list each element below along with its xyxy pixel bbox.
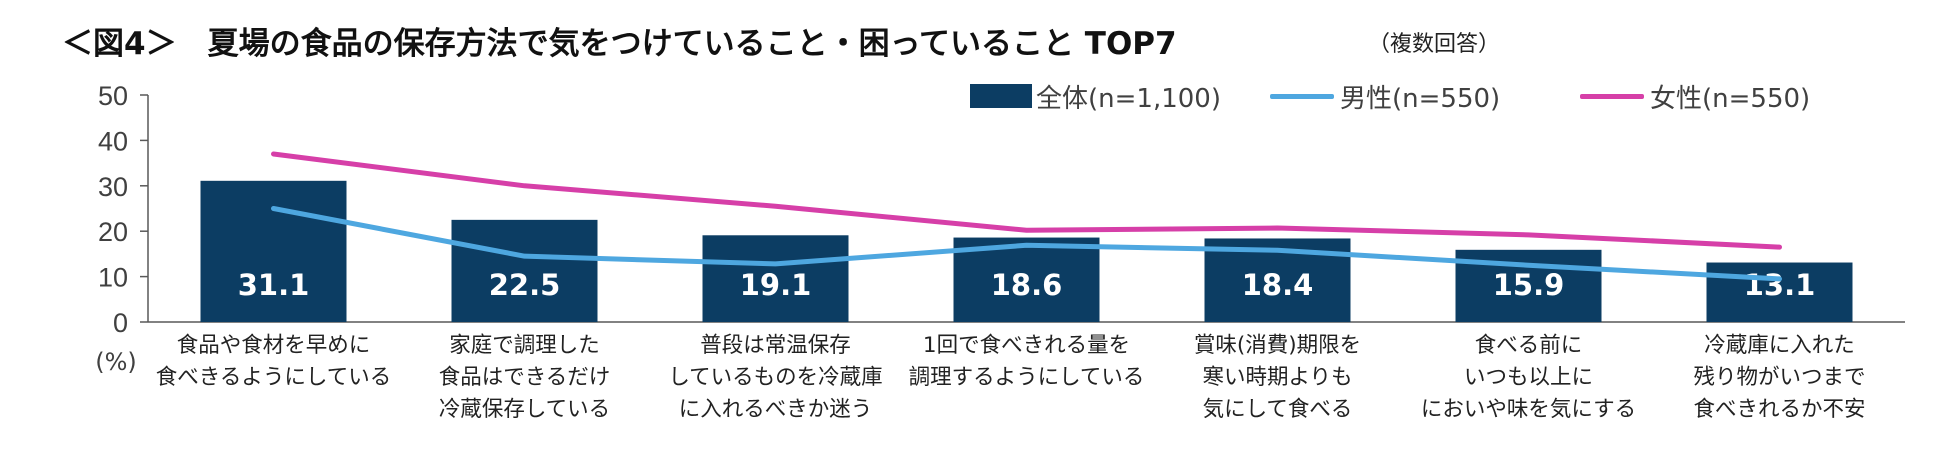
bar-data-label: 13.1: [1744, 268, 1816, 302]
legend-label-male: 男性(n=550): [1340, 83, 1501, 114]
x-category-label: 普段は常温保存しているものを冷蔵庫に入れるべきか迷う: [668, 333, 882, 422]
bar-total: [1706, 262, 1853, 322]
x-category-label-line: 食べきれるか不安: [1693, 397, 1865, 422]
x-category-label-line: いつも以上に: [1464, 365, 1593, 390]
y-tick-label: 50: [98, 81, 128, 111]
legend-swatch-total: [970, 84, 1032, 108]
y-tick-label: 10: [98, 263, 128, 293]
bar-total: [451, 219, 598, 322]
y-tick-label: 20: [98, 217, 128, 247]
x-category-label-line: 賞味(消費)期限を: [1194, 333, 1361, 358]
bar-data-label: 19.1: [740, 268, 812, 302]
x-category-label-line: 残り物がいつまで: [1693, 365, 1865, 390]
x-category-label-line: 1回で食べきれる量を: [923, 333, 1130, 358]
y-axis-unit-label: (%): [95, 348, 137, 376]
x-category-label-line: 家庭で調理した: [449, 333, 600, 358]
legend-item-male: 男性(n=550): [1270, 80, 1501, 114]
bar-total: [702, 235, 849, 322]
bar-total: [200, 180, 347, 322]
y-tick-label: 40: [98, 126, 128, 156]
bar-data-label: 18.6: [991, 268, 1063, 302]
bar-total: [953, 237, 1100, 322]
x-category-label: 1回で食べきれる量を調理するようにしている: [909, 333, 1145, 390]
x-category-label-line: 食品や食材を早めに: [177, 333, 371, 358]
legend-label-female: 女性(n=550): [1650, 83, 1811, 114]
chart-subtitle: （複数回答）: [1368, 32, 1501, 57]
y-tick-label: 30: [98, 172, 128, 202]
legend-swatch-female: [1580, 93, 1644, 99]
x-category-label-line: 調理するようにしている: [909, 365, 1145, 390]
x-category-label-line: しているものを冷蔵庫: [668, 365, 882, 390]
x-category-label-line: 食品はできるだけ: [439, 365, 611, 390]
legend-label-total: 全体(n=1,100): [1036, 83, 1221, 114]
x-category-label-line: 冷蔵庫に入れた: [1704, 333, 1855, 358]
y-tick-label: 0: [113, 308, 128, 338]
x-category-label-line: 寒い時期よりも: [1202, 365, 1352, 390]
x-category-label-line: 冷蔵保存している: [439, 397, 610, 422]
x-category-label-line: においや味を気にする: [1421, 397, 1636, 422]
x-category-label: 賞味(消費)期限を寒い時期よりも気にして食べる: [1194, 333, 1361, 422]
bar-data-label: 31.1: [238, 268, 310, 302]
x-category-label-line: に入れるべきか迷う: [679, 397, 873, 422]
x-category-label-line: 気にして食べる: [1203, 397, 1353, 422]
bar-data-label: 15.9: [1493, 268, 1565, 302]
chart-title: ＜図4＞ 夏場の食品の保存方法で気をつけていること・困っていること TOP7: [62, 26, 1177, 62]
x-category-label-line: 食べる前に: [1475, 333, 1583, 358]
legend-item-female: 女性(n=550): [1580, 80, 1811, 114]
x-category-label-line: 食べきるようにしている: [156, 365, 391, 390]
legend-swatch-male: [1270, 93, 1334, 99]
x-category-label: 食品や食材を早めに食べきるようにしている: [156, 333, 391, 390]
bar-data-label: 18.4: [1242, 268, 1314, 302]
x-category-label: 食べる前にいつも以上ににおいや味を気にする: [1421, 333, 1636, 422]
x-category-label-line: 普段は常温保存: [700, 333, 851, 358]
x-category-label: 冷蔵庫に入れた残り物がいつまで食べきれるか不安: [1693, 333, 1865, 422]
x-category-label: 家庭で調理した食品はできるだけ冷蔵保存している: [439, 333, 611, 422]
bar-data-label: 22.5: [489, 268, 561, 302]
legend-item-total: 全体(n=1,100): [970, 80, 1221, 114]
